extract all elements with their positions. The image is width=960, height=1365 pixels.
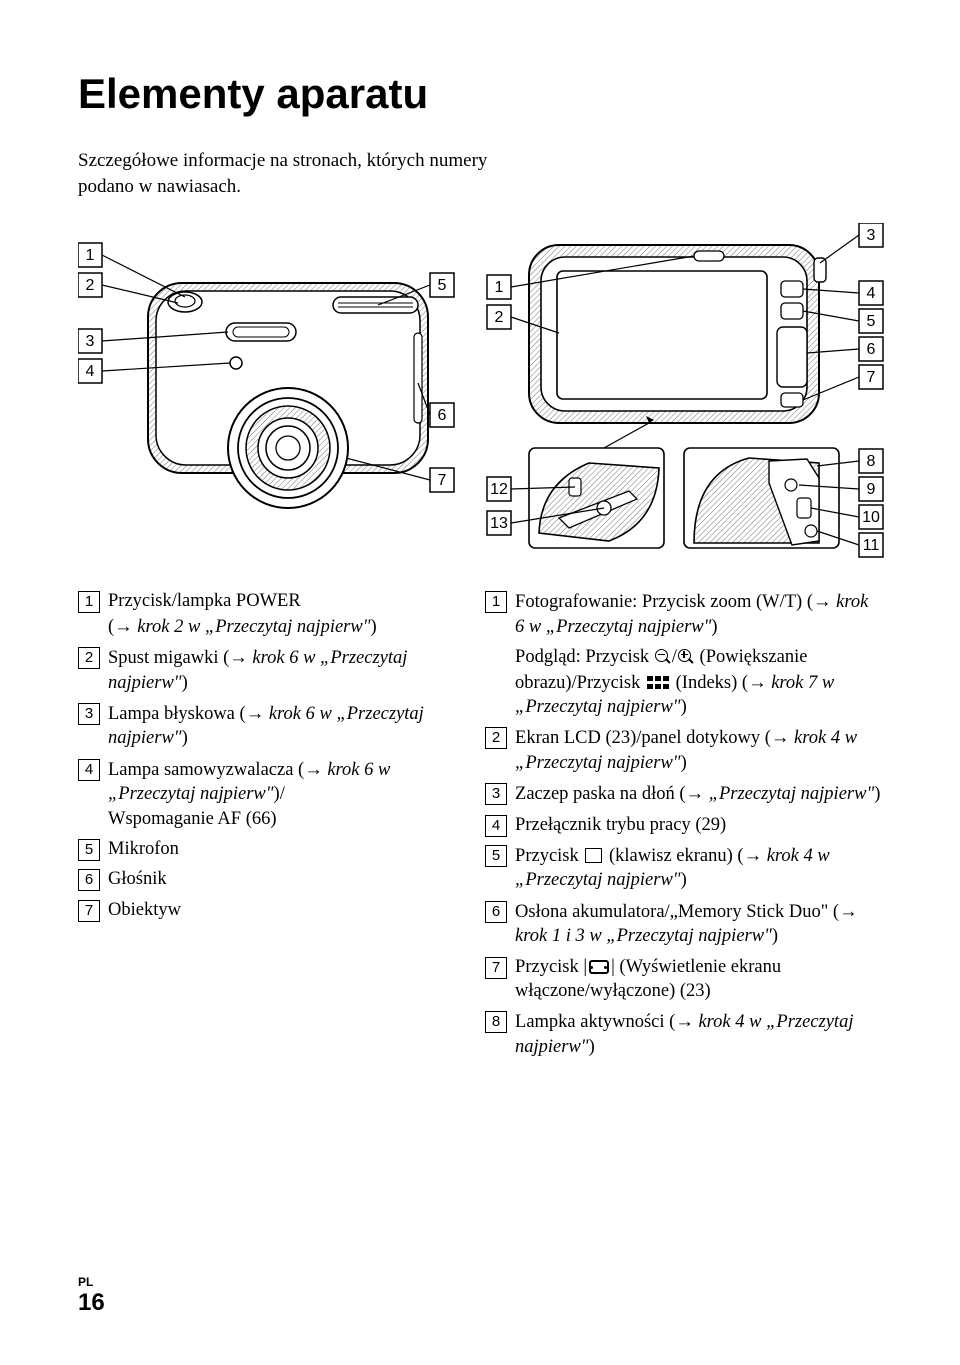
list-item: 1 Fotografowanie: Przycisk zoom (W/T) (→ … — [485, 589, 882, 639]
item-number-box: 4 — [485, 815, 507, 837]
item-number-box: 8 — [485, 1011, 507, 1033]
page-footer: PL 16 — [78, 1275, 105, 1317]
svg-text:6: 6 — [867, 341, 876, 358]
item-number-box: 4 — [78, 759, 100, 781]
page-title: Elementy aparatu — [78, 70, 882, 118]
item-number-box: 5 — [78, 839, 100, 861]
svg-text:2: 2 — [495, 309, 504, 326]
list-item: 5 Mikrofon — [78, 837, 465, 861]
svg-text:5: 5 — [867, 313, 876, 330]
item-text: Głośnik — [108, 867, 465, 891]
svg-text:7: 7 — [438, 472, 447, 489]
list-item: 1 Przycisk/lampka POWER(→ krok 2 w „Przec… — [78, 589, 465, 639]
list-item: 3 Zaczep paska na dłoń (→ „Przeczytaj naj… — [485, 781, 882, 806]
lang-label: PL — [78, 1275, 105, 1289]
page-number: 16 — [78, 1289, 105, 1317]
item-number-box: 6 — [485, 901, 507, 923]
svg-text:4: 4 — [867, 285, 876, 302]
svg-text:4: 4 — [86, 363, 95, 380]
svg-text:1: 1 — [495, 279, 504, 296]
item-number-box: 3 — [78, 703, 100, 725]
item-text: Spust migawki (→ krok 6 w „Przeczytaj na… — [108, 645, 465, 695]
item-number-box: 7 — [78, 900, 100, 922]
figure-camera-front: 1 2 3 4 5 6 7 — [78, 223, 451, 563]
item-text: Fotografowanie: Przycisk zoom (W/T) (→ k… — [515, 589, 882, 639]
figure-camera-back: 1 2 3 4 5 6 7 8 9 10 11 12 13 — [469, 223, 882, 563]
svg-text:12: 12 — [490, 481, 508, 498]
item-text: Przycisk (klawisz ekranu) (→ krok 4 w „P… — [515, 843, 882, 893]
svg-text:1: 1 — [86, 247, 95, 264]
svg-text:5: 5 — [438, 277, 447, 294]
item-number-box: 1 — [485, 591, 507, 613]
item-number-box: 7 — [485, 957, 507, 979]
item-number-box: 2 — [78, 647, 100, 669]
figures-row: 1 2 3 4 5 6 7 — [78, 223, 882, 563]
item-text: Lampa samowyzwalacza (→ krok 6 w „Przecz… — [108, 757, 465, 831]
item-text: Obiektyw — [108, 898, 465, 922]
item-number-box: 2 — [485, 727, 507, 749]
intro-text: Szczegółowe informacje na stronach, któr… — [78, 148, 518, 199]
item-text: Lampka aktywności (→ krok 4 w „Przeczyta… — [515, 1009, 882, 1059]
svg-text:7: 7 — [867, 369, 876, 386]
item-number-box: 1 — [78, 591, 100, 613]
item-text: Przycisk/lampka POWER(→ krok 2 w „Przecz… — [108, 589, 465, 639]
camera-front-svg: 1 2 3 4 5 6 7 — [78, 223, 458, 563]
svg-text:13: 13 — [490, 515, 508, 532]
item-subline: Podgląd: Przycisk / (Powiększanie obrazu… — [485, 645, 882, 719]
list-item: 2 Spust migawki (→ krok 6 w „Przeczytaj n… — [78, 645, 465, 695]
item-text: Lampa błyskowa (→ krok 6 w „Przeczytaj n… — [108, 701, 465, 751]
svg-text:10: 10 — [862, 509, 880, 526]
columns: 1 Przycisk/lampka POWER(→ krok 2 w „Przec… — [78, 589, 882, 1065]
item-text: Przełącznik trybu pracy (29) — [515, 813, 882, 837]
list-item: 3 Lampa błyskowa (→ krok 6 w „Przeczytaj … — [78, 701, 465, 751]
item-text: Mikrofon — [108, 837, 465, 861]
list-item: 8 Lampka aktywności (→ krok 4 w „Przeczyt… — [485, 1009, 882, 1059]
list-item: 5 Przycisk (klawisz ekranu) (→ krok 4 w „… — [485, 843, 882, 893]
list-item: 4 Przełącznik trybu pracy (29) — [485, 813, 882, 837]
right-column: 1 Fotografowanie: Przycisk zoom (W/T) (→ … — [485, 589, 882, 1065]
camera-back-svg: 1 2 3 4 5 6 7 8 9 10 11 12 13 — [469, 223, 889, 563]
list-item: 6 Osłona akumulatora/„Memory Stick Duo" (… — [485, 899, 882, 949]
item-number-box: 6 — [78, 869, 100, 891]
svg-text:3: 3 — [867, 227, 876, 244]
item-number-box: 3 — [485, 783, 507, 805]
list-item: 6 Głośnik — [78, 867, 465, 891]
svg-text:9: 9 — [867, 481, 876, 498]
list-item: 7 Przycisk || (Wyświetlenie ekranu włączo… — [485, 955, 882, 1004]
item-text: Przycisk || (Wyświetlenie ekranu włączon… — [515, 955, 882, 1004]
item-number-box: 5 — [485, 845, 507, 867]
list-item: 2 Ekran LCD (23)/panel dotykowy (→ krok 4… — [485, 725, 882, 775]
svg-text:8: 8 — [867, 453, 876, 470]
svg-text:3: 3 — [86, 333, 95, 350]
left-column: 1 Przycisk/lampka POWER(→ krok 2 w „Przec… — [78, 589, 465, 1065]
item-text: Ekran LCD (23)/panel dotykowy (→ krok 4 … — [515, 725, 882, 775]
svg-text:11: 11 — [863, 537, 880, 554]
svg-text:2: 2 — [86, 277, 95, 294]
list-item: 7 Obiektyw — [78, 898, 465, 922]
item-text: Zaczep paska na dłoń (→ „Przeczytaj najp… — [515, 781, 882, 806]
item-text: Osłona akumulatora/„Memory Stick Duo" (→… — [515, 899, 882, 949]
list-item: 4 Lampa samowyzwalacza (→ krok 6 w „Przec… — [78, 757, 465, 831]
svg-text:6: 6 — [438, 407, 447, 424]
